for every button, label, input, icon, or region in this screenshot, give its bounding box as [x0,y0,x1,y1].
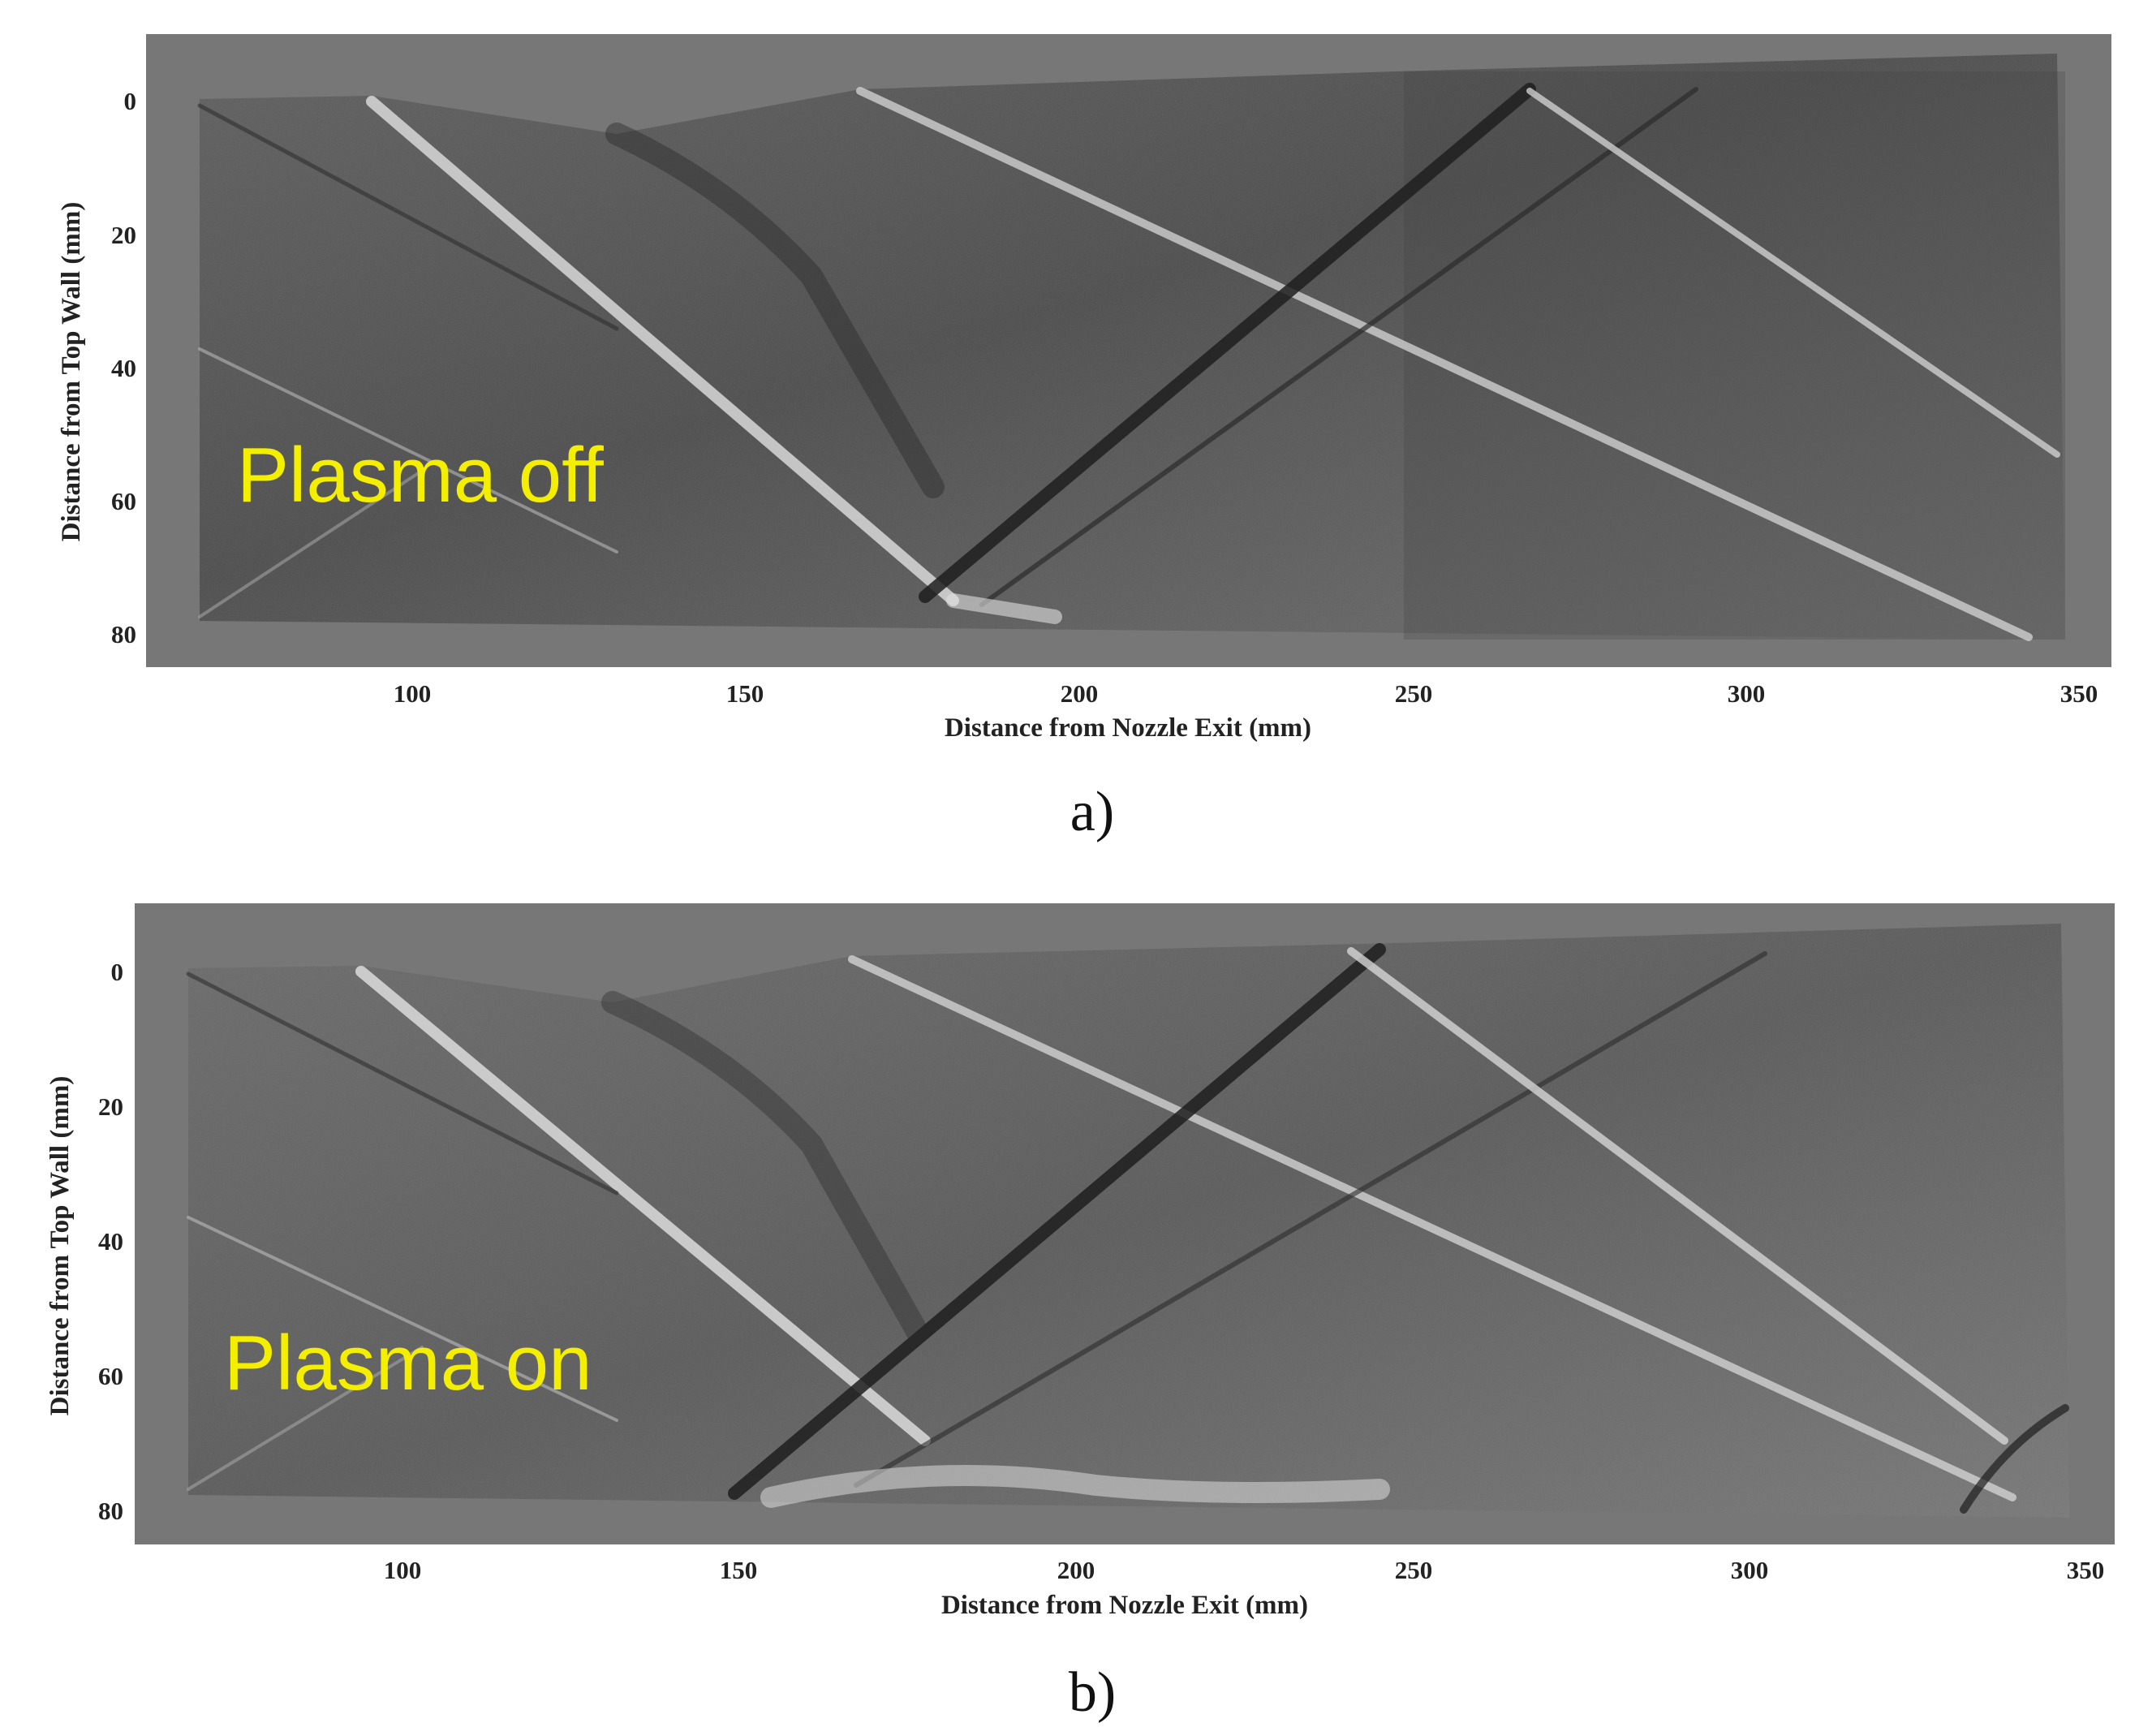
x-tick-label: 250 [1395,679,1433,708]
y-tick-label: 20 [98,1092,123,1121]
x-axis-b: 100 150 200 250 300 350 Distance from No… [384,1556,2105,1620]
y-tick-label: 60 [98,1362,123,1390]
x-tick-label: 350 [2060,679,2098,708]
y-axis-title: Distance from Top Wall (mm) [57,202,86,542]
y-tick-label: 40 [98,1227,123,1256]
x-tick-label: 300 [1731,1556,1769,1584]
y-tick-label: 40 [111,354,136,382]
panel-a: 0 20 40 60 80 Distance from Top Wall (mm… [57,34,2111,843]
x-tick-label: 250 [1395,1556,1433,1584]
y-axis-a: 0 20 40 60 80 Distance from Top Wall (mm… [57,87,136,648]
shock-waves [186,943,2069,1514]
panel-caption: a) [1070,781,1114,843]
y-tick-label: 80 [111,620,136,648]
x-tick-label: 150 [726,679,764,708]
x-axis-a: 100 150 200 250 300 350 Distance from No… [394,679,2098,743]
overlay-label: Plasma on [224,1320,592,1406]
x-tick-label: 150 [720,1556,758,1584]
x-axis-title: Distance from Nozzle Exit (mm) [945,713,1311,743]
y-axis-b: 0 20 40 60 80 Distance from Top Wall (mm… [45,958,123,1525]
panel-b: 0 20 40 60 80 Distance from Top Wall (mm… [45,903,2115,1724]
x-tick-label: 200 [1061,679,1099,708]
y-tick-label: 80 [98,1497,123,1525]
y-tick-label: 20 [111,221,136,249]
x-axis-title: Distance from Nozzle Exit (mm) [941,1591,1308,1620]
y-axis-title: Distance from Top Wall (mm) [45,1076,75,1416]
x-tick-label: 100 [394,679,432,708]
x-tick-label: 200 [1057,1556,1095,1584]
y-tick-label: 0 [124,87,137,115]
y-tick-label: 60 [111,487,136,515]
x-tick-label: 350 [2067,1556,2105,1584]
y-tick-label: 0 [111,958,124,986]
x-tick-label: 300 [1728,679,1766,708]
overlay-label: Plasma off [237,432,604,519]
x-tick-label: 100 [384,1556,422,1584]
shock-waves [197,83,2060,641]
panel-caption: b) [1069,1661,1116,1724]
